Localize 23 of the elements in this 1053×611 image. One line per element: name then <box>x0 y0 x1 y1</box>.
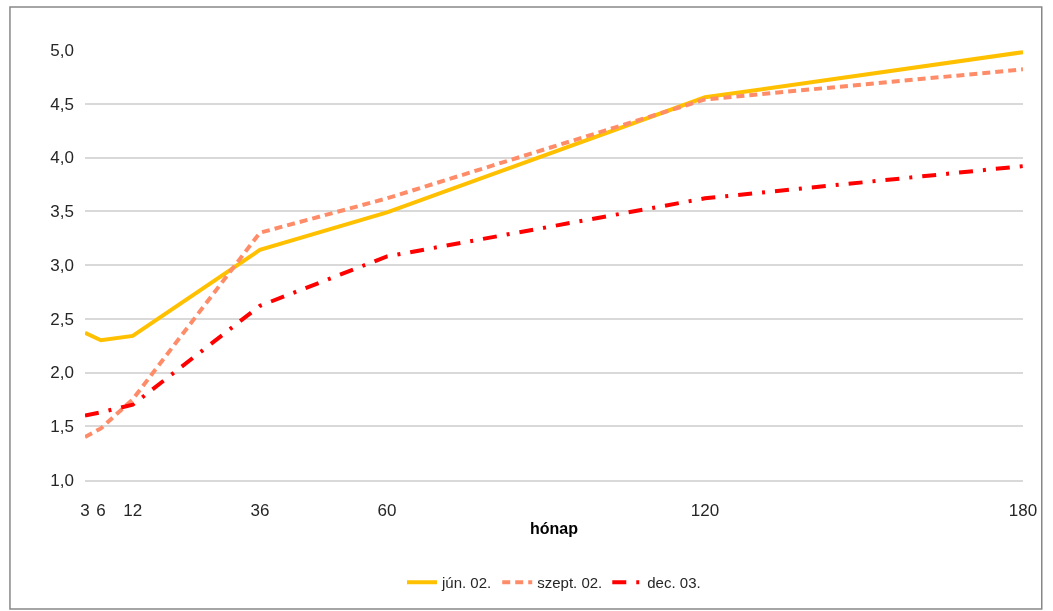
x-tick-label: 120 <box>690 501 720 521</box>
y-tick-label: 3,5 <box>50 202 74 222</box>
x-tick-label: 6 <box>96 501 106 521</box>
x-axis-title: hónap <box>530 520 579 538</box>
line-series <box>85 50 1023 343</box>
x-tick-label: 36 <box>250 501 270 521</box>
y-tick-label: 4,5 <box>50 94 74 114</box>
y-tick-label: 3,0 <box>50 255 74 275</box>
line-series <box>85 164 1023 418</box>
legend-label: dec. 03. <box>647 574 701 592</box>
x-tick-label: 3 <box>80 501 90 521</box>
x-tick-label: 12 <box>123 501 143 521</box>
x-tick-label: 60 <box>377 501 397 521</box>
y-tick-label: 5,0 <box>50 40 74 60</box>
legend-label: jún. 02. <box>441 574 492 592</box>
y-tick-label: 1,0 <box>50 470 74 490</box>
y-tick-label: 2,5 <box>50 309 74 329</box>
x-tick-label: 180 <box>1008 501 1038 521</box>
y-tick-label: 2,0 <box>50 363 74 383</box>
y-tick-label: 4,0 <box>50 148 74 168</box>
y-tick-label: 1,5 <box>50 417 74 437</box>
line-series <box>85 67 1023 439</box>
legend-label: szept. 02. <box>537 574 603 592</box>
